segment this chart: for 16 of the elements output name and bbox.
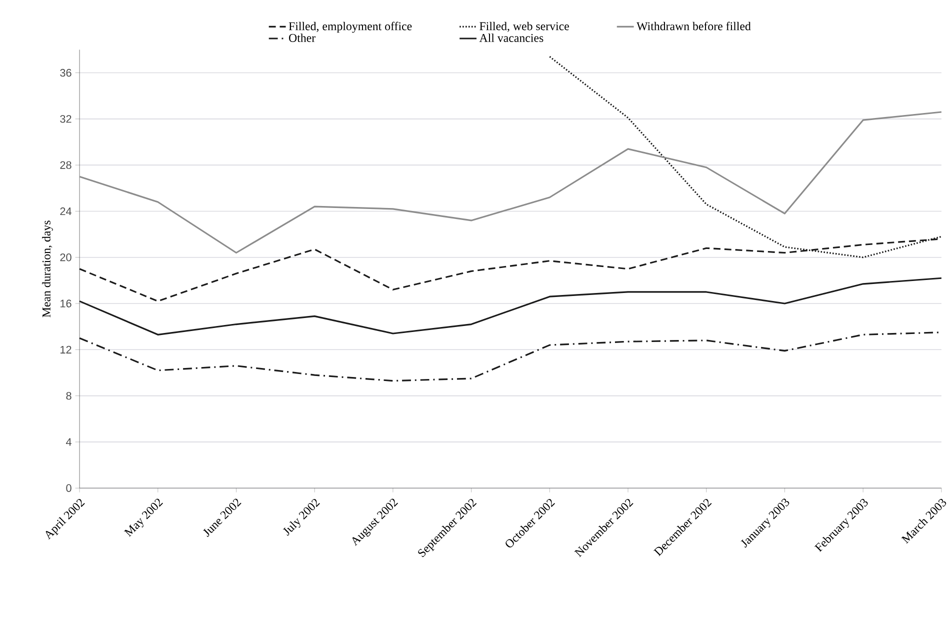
legend-label: All vacancies <box>479 34 544 42</box>
y-tick-label: 8 <box>66 392 72 400</box>
y-tick-label: 12 <box>60 346 72 354</box>
y-tick-label: 32 <box>60 114 72 123</box>
legend-label: Filled, employment office <box>288 22 412 33</box>
legend-label: Withdrawn before filled <box>636 22 751 30</box>
legend-label: Other <box>289 34 316 42</box>
y-tick-label: 0 <box>66 484 72 492</box>
y-tick-label: 20 <box>60 253 72 262</box>
y-axis-title: Mean duration, days <box>42 220 53 318</box>
y-tick-label: 36 <box>60 68 72 77</box>
y-tick-label: 24 <box>60 207 72 215</box>
y-tick-label: 28 <box>60 161 72 169</box>
y-tick-label: 16 <box>60 300 72 308</box>
legend-label: Filled, web service <box>480 22 569 32</box>
y-tick-label: 4 <box>66 438 72 446</box>
